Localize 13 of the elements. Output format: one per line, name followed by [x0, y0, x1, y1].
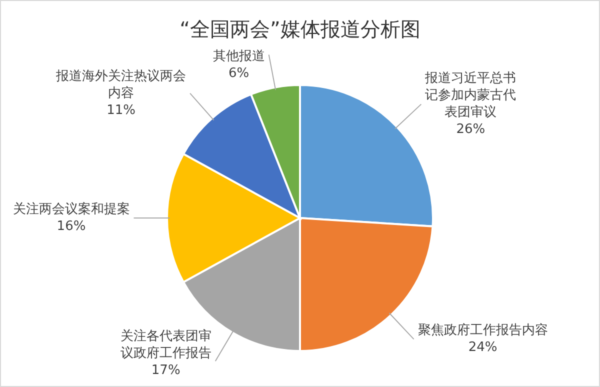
slice-label: 其他报道: [212, 49, 265, 64]
slice-label: 报道海外关注热议两会内容: [55, 68, 186, 101]
data-label: 17%: [151, 363, 180, 378]
chart-title: “全国两会”媒体报道分析图: [180, 17, 420, 41]
data-label: 11%: [106, 102, 136, 118]
data-label: 16%: [56, 219, 86, 234]
slice-label: 关注各代表团审议政府工作报告: [120, 328, 212, 361]
slice-label: 聚焦政府工作报告内容: [418, 322, 548, 338]
data-label: 26%: [456, 122, 486, 138]
slice-label: 关注两会议案和提案: [12, 201, 130, 217]
slice-label: 报道习近平总书记参加内蒙古代表团审议: [424, 71, 516, 120]
data-label: 24%: [468, 340, 498, 356]
data-label: 6%: [228, 66, 250, 81]
